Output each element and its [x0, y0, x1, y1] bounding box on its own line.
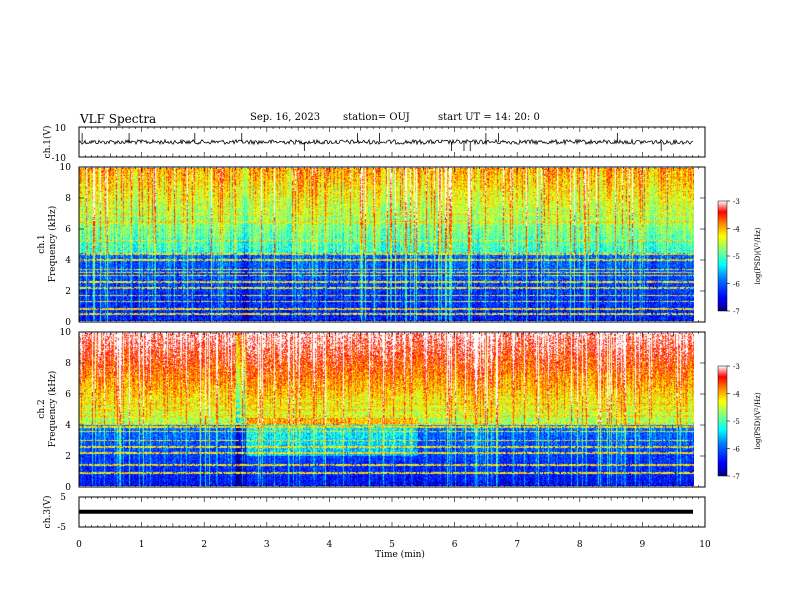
ch3-ylabel: ch.3(V)	[42, 496, 53, 529]
ch3-trace	[79, 126, 705, 528]
plot-title: VLF Spectra	[80, 112, 157, 126]
date-label: Sep. 16, 2023	[250, 112, 321, 123]
ch1-colorbar-label: log(PSD)(V²/Hz)	[754, 227, 762, 284]
ch1-trace	[78, 133, 694, 151]
ch2-spec-ylabel-b: Frequency (kHz)	[47, 371, 58, 448]
ch1-ytick-top: 10	[55, 124, 67, 134]
freq-tick-label: 4	[65, 256, 71, 266]
ch1-colorbar-ticks: -3 -4 -5 -6 -7	[727, 198, 740, 316]
x-tick-labels: 0 1 2 3 4 5 6 7 8 9 10	[76, 540, 711, 550]
colorbar-tick-label: -4	[733, 226, 740, 234]
ch1-waveform-line	[78, 138, 694, 146]
colorbar-tick-label: -3	[733, 198, 740, 206]
freq-tick-label: 2	[65, 287, 71, 297]
axis-ticks	[78, 127, 706, 527]
x-tick-label: 5	[389, 540, 395, 550]
ch1-spectrogram-image	[79, 168, 694, 321]
ch3-ytick-bottom: -5	[57, 523, 66, 533]
ch1-spec-ylabel-b: Frequency (kHz)	[47, 206, 58, 283]
ch2-colorbar-label: log(PSD)(V²/Hz)	[754, 392, 762, 449]
x-tick-label: 1	[139, 540, 145, 550]
start-ut-label: start UT = 14: 20: 0	[438, 112, 540, 123]
ch1-spectrogram-yticks: 0 2 4 6 8 10	[60, 163, 705, 328]
freq-tick-label: 2	[65, 452, 71, 462]
ch1-spectrogram-frame	[78, 166, 706, 323]
colorbar-tick-label: -7	[733, 308, 740, 316]
ch2-colorbar-ticks: -3 -4 -5 -6 -7	[727, 363, 740, 481]
colorbar-tick-label: -5	[733, 418, 740, 426]
colorbar-tick-label: -7	[733, 473, 740, 481]
freq-tick-label: 8	[65, 194, 71, 204]
x-tick-label: 10	[699, 540, 711, 550]
x-tick-label: 9	[640, 540, 646, 550]
x-axis-label: Time (min)	[375, 549, 425, 560]
x-tick-label: 2	[201, 540, 207, 550]
colorbar-tick-label: -6	[733, 446, 740, 454]
colorbar-tick-label: -4	[733, 391, 740, 399]
ch2-spec-ylabel-a: ch.2	[37, 399, 47, 418]
x-tick-label: 4	[327, 540, 333, 550]
freq-tick-label: 4	[65, 421, 71, 431]
ch1-spec-ylabel-a: ch.1	[37, 234, 47, 253]
freq-tick-label: 0	[65, 483, 71, 493]
x-tick-label: 7	[514, 540, 520, 550]
ch1-colorbar: -3 -4 -5 -6 -7 log(PSD)(V²/Hz)	[717, 198, 762, 316]
colorbar-tick-label: -6	[733, 281, 740, 289]
colorbar-tick-label: -5	[733, 253, 740, 261]
ch1-ytick-bottom: -10	[52, 154, 67, 164]
colorbar-tick-label: -3	[733, 363, 740, 371]
ch2-spectrogram-frame	[78, 331, 706, 488]
ch2-colorbar-gradient	[717, 365, 728, 477]
ch2-colorbar: -3 -4 -5 -6 -7 log(PSD)(V²/Hz)	[717, 363, 762, 481]
ch2-spectrogram-image	[79, 333, 694, 486]
ch1-ylabel: ch.1(V)	[42, 126, 53, 159]
freq-tick-label: 8	[65, 359, 71, 369]
x-tick-label: 3	[264, 540, 270, 550]
freq-tick-label: 6	[65, 390, 71, 400]
x-tick-label: 0	[76, 540, 82, 550]
x-tick-label: 8	[577, 540, 583, 550]
freq-tick-label: 6	[65, 225, 71, 235]
ch2-spectrogram-yticks: 0 2 4 6 8 10	[60, 328, 705, 493]
station-label: station= OUJ	[343, 112, 410, 123]
x-tick-label: 6	[452, 540, 458, 550]
ch1-colorbar-gradient	[717, 200, 728, 312]
freq-tick-label: 0	[65, 318, 71, 328]
ch3-ytick-top: 5	[60, 493, 66, 503]
freq-tick-label: 10	[60, 328, 72, 338]
freq-tick-label: 10	[60, 163, 72, 173]
